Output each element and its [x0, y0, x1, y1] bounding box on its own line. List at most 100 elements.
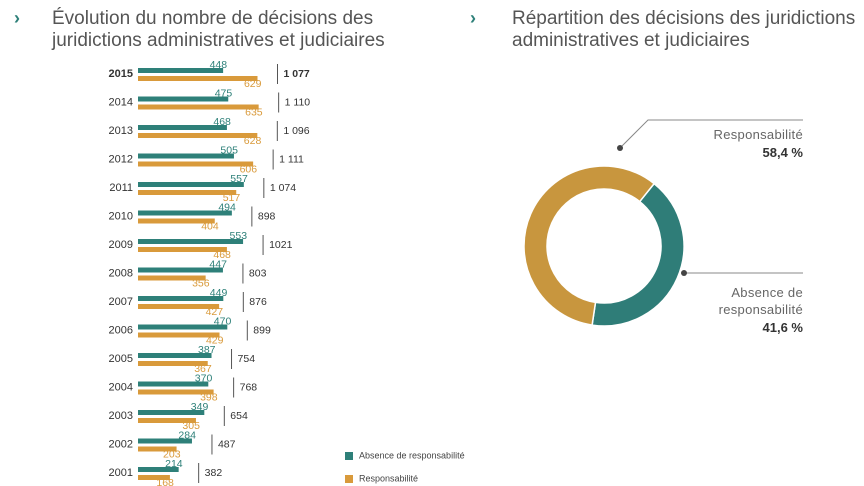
total-label: 1021 [269, 239, 293, 251]
bar [138, 161, 254, 167]
y-tick-label: 2002 [109, 438, 133, 450]
y-tick-label: 2014 [109, 96, 133, 108]
slice-label: Absence de responsabilité [718, 285, 803, 317]
y-tick-label: 2010 [109, 210, 133, 222]
legend-label: Absence de responsabilité [359, 450, 465, 460]
leader-line [619, 119, 803, 149]
total-label: 1 096 [283, 125, 309, 137]
data-label: 606 [240, 163, 258, 175]
total-label: 754 [238, 353, 256, 365]
bar [138, 296, 224, 301]
y-tick-label: 2008 [109, 267, 133, 279]
data-label: 505 [220, 144, 238, 156]
total-label: 876 [249, 296, 267, 308]
data-label: 404 [201, 220, 219, 232]
bar [138, 418, 196, 423]
data-label: 494 [218, 201, 236, 213]
data-label: 356 [192, 277, 210, 289]
donut-slice [591, 182, 685, 327]
data-label: 284 [178, 429, 196, 441]
bar [138, 247, 227, 252]
data-label: 203 [163, 448, 181, 460]
y-tick-label: 2004 [109, 381, 133, 393]
bar [138, 324, 228, 330]
bar [138, 353, 212, 358]
bar [138, 475, 170, 480]
data-label: 305 [182, 420, 200, 432]
total-label: 382 [205, 467, 223, 479]
data-label: 387 [198, 344, 216, 356]
data-label: 468 [213, 116, 231, 128]
bar [138, 361, 208, 366]
total-label: 487 [218, 438, 236, 450]
bar [138, 381, 209, 387]
data-label: 475 [215, 87, 233, 99]
bar [138, 467, 179, 472]
data-label: 468 [213, 249, 231, 261]
y-tick-label: 2006 [109, 324, 133, 336]
bar [138, 332, 220, 338]
chart-title: Évolution du nombre de décisions des jur… [52, 8, 385, 51]
bar [138, 125, 227, 130]
bar [138, 446, 177, 452]
slice-label: Responsabilité [713, 127, 803, 142]
data-label: 629 [244, 78, 262, 90]
total-label: 1 111 [279, 153, 304, 165]
bar [138, 267, 223, 273]
total-label: 768 [240, 381, 258, 393]
total-label: 898 [258, 210, 276, 222]
data-label: 449 [210, 287, 228, 299]
data-label: 448 [210, 59, 228, 71]
data-label: 429 [206, 334, 224, 346]
bar [138, 438, 192, 444]
bar [138, 239, 244, 244]
donut-slice [523, 165, 656, 326]
y-tick-label: 2012 [109, 153, 133, 165]
data-label: 349 [191, 401, 209, 413]
data-label: 398 [200, 391, 218, 403]
data-label: 168 [156, 477, 174, 486]
legend-swatch [345, 475, 353, 483]
bar [138, 190, 237, 195]
bar [138, 96, 229, 102]
bar [138, 210, 232, 216]
bar [138, 304, 220, 309]
data-label: 367 [194, 363, 212, 375]
data-label: 628 [244, 135, 262, 147]
data-label: 214 [165, 458, 183, 470]
y-tick-label: 2015 [109, 68, 133, 80]
total-label: 654 [230, 410, 248, 422]
bar [138, 410, 205, 415]
total-label: 803 [249, 267, 267, 279]
data-label: 557 [230, 173, 248, 185]
bar [138, 68, 224, 73]
bar [138, 153, 234, 159]
legend-label: Responsabilité [359, 473, 418, 483]
bar [138, 275, 206, 281]
data-label: 370 [195, 372, 213, 384]
y-tick-label: 2011 [109, 182, 133, 194]
bar [138, 182, 244, 187]
bar [138, 389, 214, 395]
y-tick-label: 2009 [109, 239, 133, 251]
y-tick-label: 2007 [109, 296, 133, 308]
y-tick-label: 2005 [109, 353, 133, 365]
leader-dot [617, 145, 623, 151]
legend-swatch [345, 452, 353, 460]
data-label: 447 [209, 258, 227, 270]
bar [138, 76, 258, 81]
total-label: 1 110 [285, 96, 311, 108]
data-label: 470 [214, 315, 232, 327]
slice-value: 41,6 % [762, 320, 803, 335]
data-label: 427 [206, 306, 224, 318]
chart-title: Répartition des décisions des juridictio… [512, 8, 856, 51]
total-label: 899 [253, 324, 271, 336]
bar [138, 104, 259, 110]
y-tick-label: 2001 [109, 467, 133, 479]
total-label: 1 077 [284, 68, 310, 80]
y-tick-label: 2003 [109, 410, 133, 422]
bar [138, 218, 215, 224]
data-label: 553 [230, 230, 248, 242]
